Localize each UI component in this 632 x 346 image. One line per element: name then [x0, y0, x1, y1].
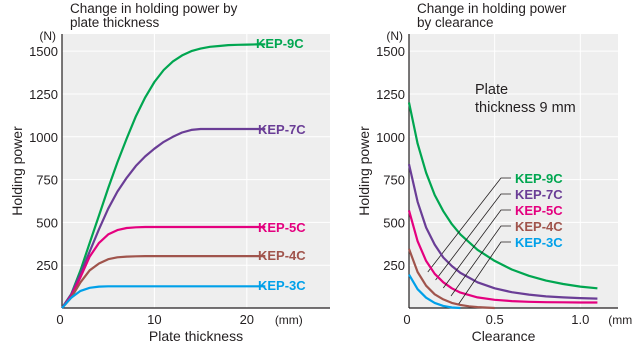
- x-tick-label: 10: [147, 312, 161, 327]
- x-tick-label: 20: [240, 312, 254, 327]
- legend-label-kep-4c: KEP-4C: [515, 219, 563, 234]
- legend-leader-line: [442, 209, 511, 289]
- y-axis-title: Holding power: [9, 126, 25, 216]
- legend-leader-line: [450, 225, 511, 297]
- annotation-line: Plate: [475, 82, 508, 98]
- x-unit-label: (mm): [275, 313, 303, 327]
- series-line-kep-9c: [61, 43, 266, 309]
- series-line-kep-4c: [407, 248, 495, 310]
- chart-title-line: plate thickness: [70, 15, 160, 30]
- y-tick-label: 250: [36, 258, 58, 273]
- series-line-kep-4c: [61, 255, 266, 309]
- legend-label-kep-3c: KEP-3C: [515, 235, 563, 250]
- series-line-kep-5c: [407, 210, 598, 304]
- chart-title-line: Change in holding power: [417, 1, 567, 16]
- series-label-kep-7c: KEP-7C: [258, 122, 306, 137]
- x-unit-label: (mm): [608, 313, 632, 327]
- y-tick-label: 1500: [29, 44, 58, 59]
- x-tick-label: 1.0: [571, 312, 589, 327]
- legend-label-kep-5c: KEP-5C: [515, 203, 563, 218]
- plot-background: [409, 34, 618, 308]
- series-line-kep-7c: [61, 127, 266, 309]
- legend-label-kep-7c: KEP-7C: [515, 187, 563, 202]
- legend-leader-line: [458, 241, 511, 305]
- y-tick-label: 250: [383, 258, 405, 273]
- y-unit-label: (N): [39, 29, 56, 43]
- y-tick-label: 750: [36, 173, 58, 188]
- y-tick-label: 1000: [376, 130, 405, 145]
- chart-title-line: by clearance: [417, 15, 494, 30]
- y-tick-label: 500: [383, 215, 405, 230]
- legend-leader-line: [435, 193, 511, 281]
- y-tick-label: 1250: [29, 87, 58, 102]
- x-tick-label-zero: 0: [403, 312, 410, 327]
- y-tick-label: 1500: [376, 44, 405, 59]
- x-tick-label-zero: 0: [56, 312, 63, 327]
- x-tick-label: 0.5: [486, 312, 504, 327]
- series-line-kep-9c: [407, 102, 598, 290]
- y-axis-title: Holding power: [356, 126, 372, 216]
- series-line-kep-3c: [61, 285, 266, 309]
- x-axis-title: Plate thickness: [149, 328, 243, 344]
- y-tick-label: 1250: [376, 87, 405, 102]
- series-line-kep-7c: [407, 163, 598, 300]
- y-tick-label: 1000: [29, 130, 58, 145]
- series-line-kep-5c: [61, 225, 266, 309]
- series-label-kep-3c: KEP-3C: [258, 278, 306, 293]
- legend-leader-line: [427, 177, 511, 273]
- plot-background: [62, 34, 330, 308]
- y-tick-label: 500: [36, 215, 58, 230]
- series-label-kep-9c: KEP-9C: [256, 36, 304, 51]
- legend-label-kep-9c: KEP-9C: [515, 171, 563, 186]
- y-unit-label: (N): [386, 29, 403, 43]
- chart-title-line: Change in holding power by: [70, 1, 238, 16]
- y-tick-label: 750: [383, 173, 405, 188]
- annotation-line: thickness 9 mm: [475, 100, 576, 116]
- x-axis-title: Clearance: [472, 328, 536, 344]
- series-label-kep-4c: KEP-4C: [258, 248, 306, 263]
- series-label-kep-5c: KEP-5C: [258, 220, 306, 235]
- series-line-kep-3c: [408, 274, 461, 310]
